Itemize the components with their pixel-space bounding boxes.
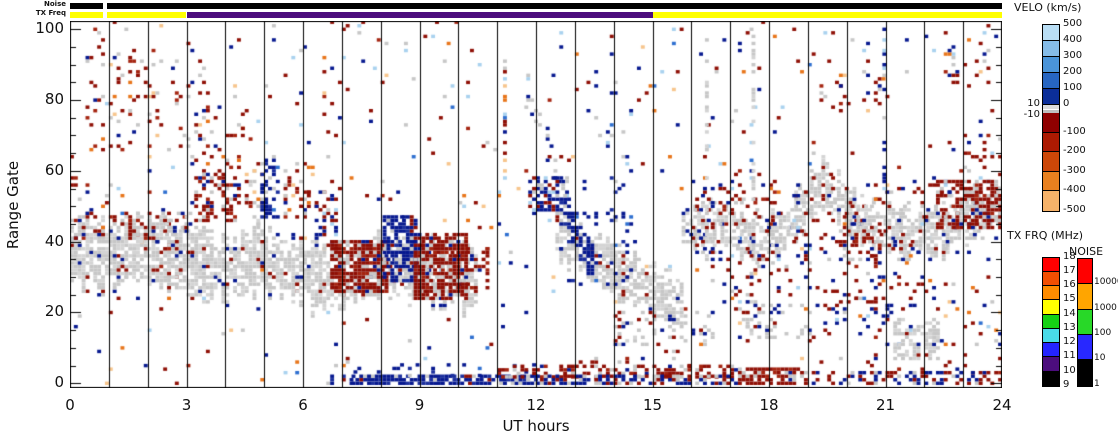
velo-colorbar <box>1042 24 1060 212</box>
y-tick-label: 100 <box>35 19 64 38</box>
velo-colorbar-segment <box>1043 172 1059 191</box>
x-tick-label: 21 <box>875 396 896 414</box>
txfrq-colorbar-tick-label: 12 <box>1063 336 1076 347</box>
velo-zero-band <box>1043 105 1059 109</box>
y-tick-label: 60 <box>44 160 64 179</box>
noise-colorbar-segment <box>1078 284 1092 310</box>
txfrq-colorbar-segment <box>1043 258 1059 272</box>
txfrq-colorbar-segment <box>1043 286 1059 300</box>
txfreq-indicator-bar <box>0 12 1118 18</box>
x-tick-label: 24 <box>992 396 1012 414</box>
velo-colorbar-segment <box>1043 113 1059 133</box>
x-tick-label: 15 <box>642 396 663 414</box>
velo-colorbar-tick-label: 100 <box>1063 82 1083 93</box>
velo-colorbar-segment <box>1043 57 1059 73</box>
velo-colorbar-segment <box>1043 133 1059 152</box>
txfrq-colorbar-tick-label: 17 <box>1063 265 1076 276</box>
txfrq-colorbar-tick-label: 10 <box>1063 365 1076 376</box>
y-tick-label: 20 <box>44 302 64 321</box>
txfrq-colorbar-segment <box>1043 315 1059 329</box>
txfrq-colorbar-segment <box>1043 329 1059 343</box>
velo-zero-band <box>1043 109 1059 110</box>
txfrq-colorbar-segment <box>1043 343 1059 357</box>
txfrq-colorbar-tick-label: 14 <box>1063 308 1076 319</box>
x-tick-label: 0 <box>65 396 75 414</box>
noise-bar-label: Noise <box>44 0 66 8</box>
txfrq-colorbar-tick-label: 9 <box>1063 379 1070 390</box>
txfrq-colorbar-title: TX FRQ (MHz) <box>1007 229 1083 242</box>
x-tick-label: 3 <box>181 396 192 414</box>
noise-colorbar-tick-label: 10000 <box>1094 277 1118 287</box>
txfreq-bar-label: TX Freq <box>35 9 66 17</box>
velo-colorbar-tick-label: 500 <box>1063 18 1083 29</box>
velo-colorbar-tick-label: -300 <box>1063 164 1086 176</box>
noise-colorbar-title: NOISE <box>1069 245 1104 258</box>
velo-colorbar-tick-label: -200 <box>1063 145 1086 157</box>
velo-colorbar-segment <box>1043 152 1059 172</box>
velo-colorbar-tick-label: 300 <box>1063 50 1083 61</box>
velo-colorbar-segment <box>1043 73 1059 89</box>
velo-zero-band-hi-label: 10 <box>1027 98 1040 109</box>
rti-data-canvas <box>70 21 1002 388</box>
noise-bar-segment <box>70 3 103 9</box>
velo-colorbar-tick-label: 400 <box>1063 34 1083 45</box>
velo-colorbar-tick-label: -100 <box>1063 125 1086 137</box>
noise-colorbar <box>1077 258 1093 387</box>
noise-colorbar-tick-label: 10 <box>1094 353 1106 363</box>
x-tick-label: 9 <box>414 396 425 414</box>
txfrq-colorbar-tick-label: 18 <box>1063 251 1076 262</box>
txfreq-bar-segment <box>106 12 187 18</box>
txfrq-colorbar-tick-label: 16 <box>1063 279 1076 290</box>
y-tick-label: 0 <box>54 373 64 392</box>
velo-colorbar-segment <box>1043 89 1059 105</box>
y-tick-label: 40 <box>44 231 64 250</box>
y-axis-title: Range Gate <box>4 160 22 250</box>
txfrq-colorbar-segment <box>1043 272 1059 286</box>
txfrq-colorbar-segment <box>1043 372 1059 386</box>
velo-colorbar-tick-label: 200 <box>1063 66 1083 77</box>
txfreq-bar-segment <box>652 12 1002 18</box>
x-tick-label: 18 <box>759 396 779 414</box>
noise-colorbar-segment <box>1078 335 1092 360</box>
velo-colorbar-tick-label: -400 <box>1063 184 1086 196</box>
x-tick-label: 6 <box>298 396 308 414</box>
velo-colorbar-segment <box>1043 41 1059 57</box>
noise-colorbar-tick-label: 1000 <box>1094 303 1117 313</box>
txfrq-colorbar-segment <box>1043 357 1059 372</box>
velo-colorbar-segment <box>1043 25 1059 41</box>
velo-zero-band <box>1043 110 1059 113</box>
noise-colorbar-segment <box>1078 360 1092 386</box>
noise-colorbar-tick-label: 1 <box>1094 379 1100 389</box>
velo-colorbar-tick-label: 0 <box>1063 98 1070 109</box>
velo-colorbar-tick-label: -500 <box>1063 204 1086 215</box>
velo-colorbar-segment <box>1043 191 1059 211</box>
txfrq-colorbar-tick-label: 13 <box>1063 322 1076 333</box>
velo-colorbar-title: VELO (km/s) <box>1014 1 1082 14</box>
txfrq-colorbar-tick-label: 15 <box>1063 293 1076 304</box>
noise-colorbar-segment <box>1078 259 1092 284</box>
noise-colorbar-segment <box>1078 310 1092 335</box>
txfreq-bar-segment <box>70 12 103 18</box>
velo-zero-band-lo-label: -10 <box>1023 109 1040 120</box>
txfrq-colorbar-tick-label: 11 <box>1063 350 1076 361</box>
x-axis-title: UT hours <box>502 417 570 435</box>
x-tick-label: 12 <box>526 396 546 414</box>
noise-indicator-bar <box>0 3 1118 9</box>
txfrq-colorbar-segment <box>1043 300 1059 315</box>
txfrq-colorbar <box>1042 257 1060 387</box>
noise-colorbar-tick-label: 100 <box>1094 328 1112 338</box>
y-tick-label: 80 <box>44 90 64 108</box>
noise-bar-segment <box>106 3 1002 9</box>
txfreq-bar-segment <box>186 12 653 18</box>
